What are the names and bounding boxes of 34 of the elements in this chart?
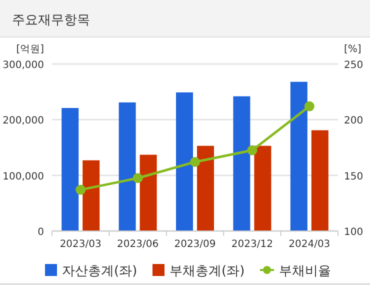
bar [140,154,157,231]
y-tick-label: 100,000 [2,171,44,182]
y2-axis-title: [%] [344,44,362,55]
y2-tick-label: 150 [344,171,364,182]
y2-tick-label: 100 [344,227,364,238]
bar [62,108,79,231]
bar [118,102,136,231]
bar [254,146,272,231]
point [132,173,143,184]
bar [197,146,214,231]
y2-tick-label: 200 [344,116,364,127]
chart-title: 주요재무항목 [12,13,90,28]
bar [82,160,100,231]
legend-label: 자산총계(좌) [62,264,138,279]
bar [233,96,250,231]
bar [290,82,308,231]
point [190,156,200,167]
legend-label: 부채비율 [279,264,331,279]
x-tick-label: 2023/06 [117,239,159,250]
legend-label: 부채총계(좌) [170,264,245,279]
point [304,101,314,112]
y-tick-label: 200,000 [2,116,44,127]
y-axis-title: [억원] [16,44,44,55]
point [247,145,258,156]
y-tick-label: 300,000 [2,60,44,71]
bar [176,92,193,231]
y-tick-label: 0 [38,227,44,238]
x-tick-label: 2023/09 [174,239,216,250]
x-tick-label: 2023/12 [231,239,273,250]
x-tick-label: 2023/03 [60,239,102,250]
y2-tick-label: 250 [344,60,364,71]
x-tick-label: 2024/03 [288,239,330,250]
bar [311,130,328,231]
point [76,184,86,195]
